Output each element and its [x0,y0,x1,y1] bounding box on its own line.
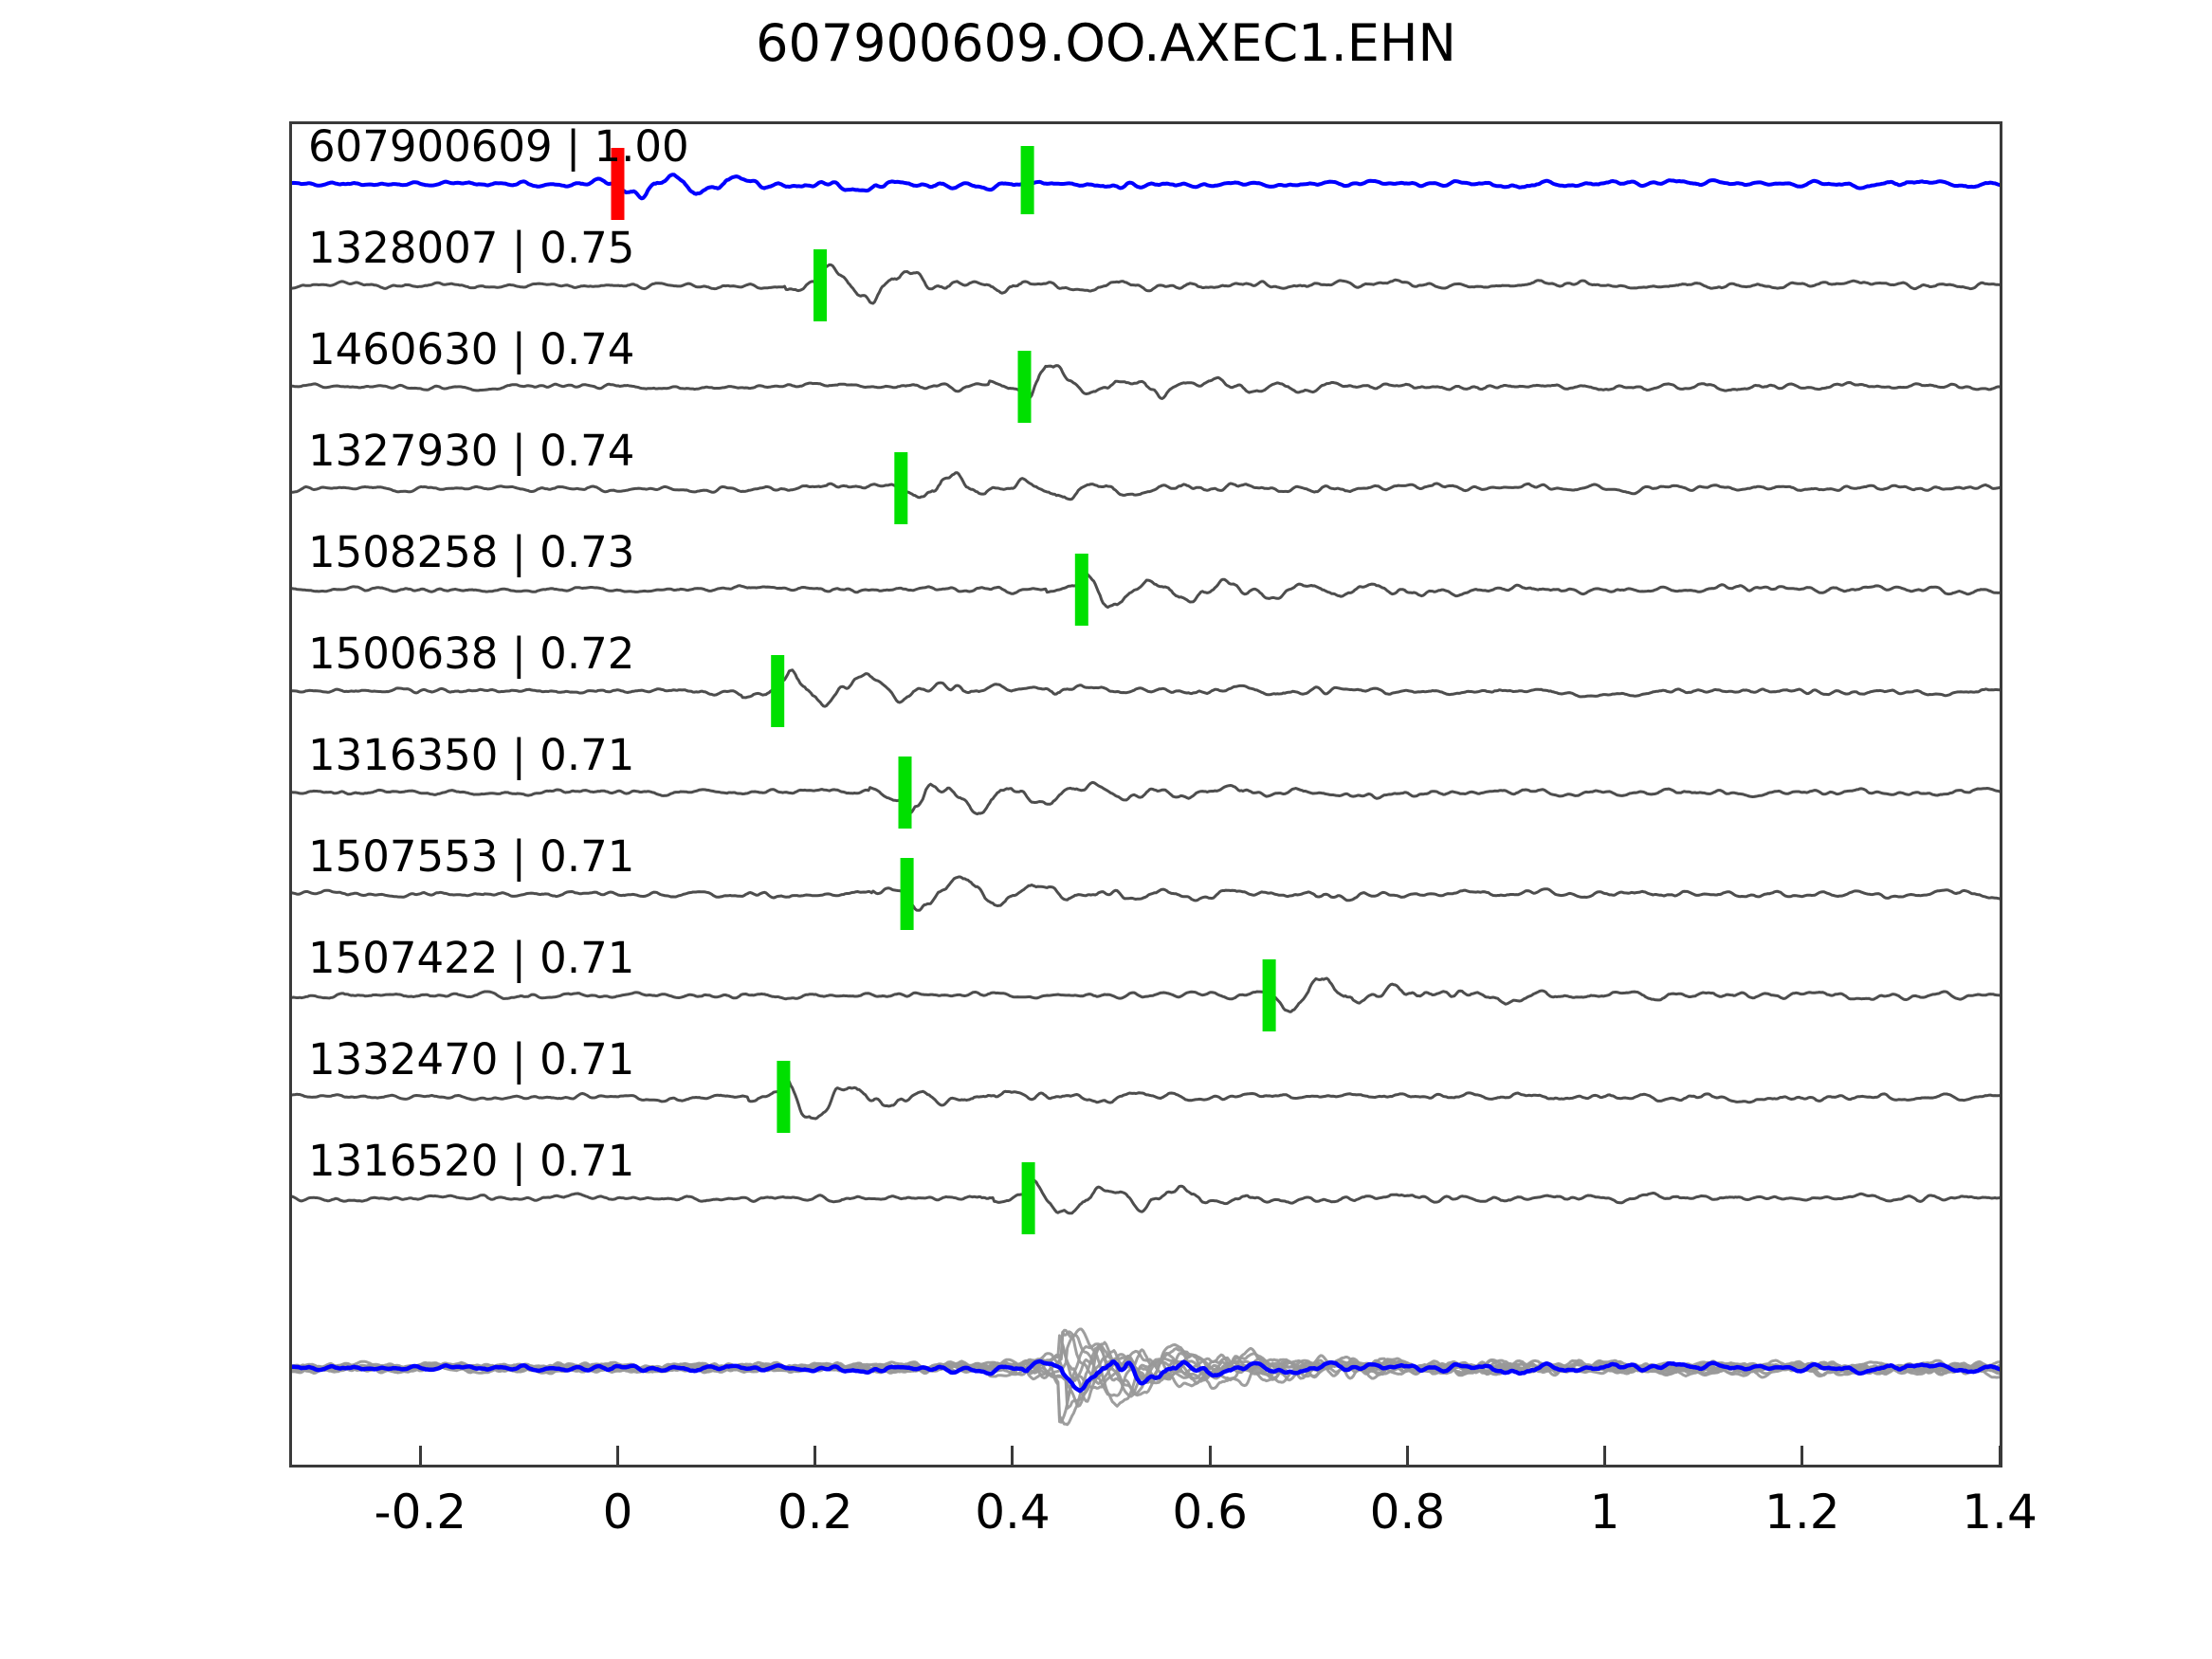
x-tick-mark-5 [1405,1446,1409,1467]
overlay-template-trace [292,1358,2000,1394]
trace-label-1328007: 1328007 | 0.75 [308,223,635,273]
x-tick-mark-2 [814,1446,817,1467]
waveform-line-1500638[interactable] [292,668,2000,708]
x-axis-tick-labels: -0.2 0 0.2 0.4 0.6 0.8 1 1.2 1.4 [0,1485,2212,1570]
waveform-line-1460630[interactable] [292,364,2000,408]
trace-1507422[interactable] [292,959,2000,1031]
x-tick-mark-4 [1208,1446,1212,1467]
pick-marker-1332470[interactable] [777,1061,791,1133]
pick-marker-1327930[interactable] [894,452,908,524]
aligned-stack-overlay[interactable] [292,1327,2000,1427]
trace-1316350[interactable] [292,757,2000,829]
plot-area [289,121,2002,1468]
x-tick-mark-1 [616,1446,620,1467]
trace-label-1327930: 1327930 | 0.74 [308,426,635,476]
page-title: 607900609.OO.AXEC1.EHN [756,13,1456,73]
waveform-line-1316520[interactable] [292,1176,2000,1215]
trace-1316520[interactable] [292,1162,2000,1234]
waveform-line-1508258[interactable] [292,571,2000,610]
trace-1328007[interactable] [292,249,2000,321]
x-tick-label-1: 0 [602,1485,633,1540]
x-tick-mark-7 [1801,1446,1804,1467]
trace-1332470[interactable] [292,1061,2000,1133]
waveform-line-607900609[interactable] [292,173,2000,201]
waveform-line-1507422[interactable] [292,976,2000,1013]
x-tick-label-8: 1.4 [1962,1485,2038,1540]
pick-marker-1508258[interactable] [1074,554,1088,626]
waveform-line-1507553[interactable] [292,875,2000,912]
trace-label-1316350: 1316350 | 0.71 [308,730,635,780]
secondary-pick-marker-607900609[interactable] [1020,146,1034,214]
x-tick-mark-8 [1998,1446,2002,1467]
plot-inner [292,124,2000,1465]
trace-1508258[interactable] [292,554,2000,626]
trace-1507553[interactable] [292,858,2000,930]
trace-1327930[interactable] [292,452,2000,524]
pick-marker-1507553[interactable] [900,858,914,930]
x-tick-label-7: 1.2 [1764,1485,1840,1540]
x-tick-label-0: -0.2 [374,1485,467,1540]
x-tick-mark-6 [1603,1446,1607,1467]
x-tick-mark-3 [1011,1446,1015,1467]
x-tick-label-5: 0.8 [1369,1485,1446,1540]
trace-label-1316520: 1316520 | 0.71 [308,1136,635,1186]
trace-label-1500638: 1500638 | 0.72 [308,629,635,679]
pick-marker-1500638[interactable] [771,655,785,727]
trace-label-1460630: 1460630 | 0.74 [308,324,635,374]
pick-marker-1328007[interactable] [814,249,827,321]
trace-607900609[interactable] [292,146,2000,220]
trace-label-1332470: 1332470 | 0.71 [308,1034,635,1085]
trace-label-607900609: 607900609 | 1.00 [308,121,689,172]
waveform-line-1316350[interactable] [292,780,2000,820]
pick-marker-1316520[interactable] [1021,1162,1035,1234]
trace-1500638[interactable] [292,655,2000,727]
x-tick-label-4: 0.6 [1172,1485,1248,1540]
waveform-line-1332470[interactable] [292,1072,2000,1121]
waveform-line-1327930[interactable] [292,471,2000,501]
template-pick-marker-607900609[interactable] [611,148,625,220]
pick-marker-1460630[interactable] [1017,351,1032,423]
trace-label-1508258: 1508258 | 0.73 [308,527,635,577]
pick-marker-1316350[interactable] [898,757,912,829]
trace-label-1507553: 1507553 | 0.71 [308,831,635,882]
x-tick-mark-0 [418,1446,422,1467]
trace-label-1507422: 1507422 | 0.71 [308,933,635,983]
x-tick-label-2: 0.2 [777,1485,853,1540]
x-tick-label-6: 1 [1589,1485,1620,1540]
trace-1460630[interactable] [292,351,2000,423]
waveform-line-1328007[interactable] [292,263,2000,305]
waveform-canvas [292,146,2000,1427]
pick-marker-1507422[interactable] [1262,959,1276,1031]
x-tick-label-3: 0.4 [975,1485,1051,1540]
